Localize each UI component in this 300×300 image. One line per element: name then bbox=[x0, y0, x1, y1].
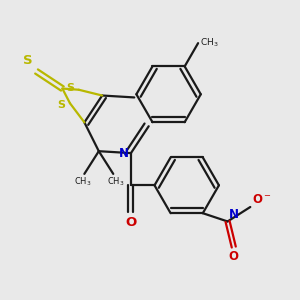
Text: O: O bbox=[125, 216, 136, 229]
Text: CH$_3$: CH$_3$ bbox=[74, 176, 91, 188]
Text: S: S bbox=[57, 100, 65, 110]
Text: O: O bbox=[229, 250, 239, 263]
Text: N: N bbox=[228, 208, 239, 220]
Text: S: S bbox=[66, 83, 74, 93]
Text: CH$_3$: CH$_3$ bbox=[106, 176, 124, 188]
Text: N: N bbox=[119, 147, 129, 160]
Text: S: S bbox=[23, 54, 32, 68]
Text: CH$_3$: CH$_3$ bbox=[200, 36, 219, 49]
Text: O$^-$: O$^-$ bbox=[251, 193, 271, 206]
